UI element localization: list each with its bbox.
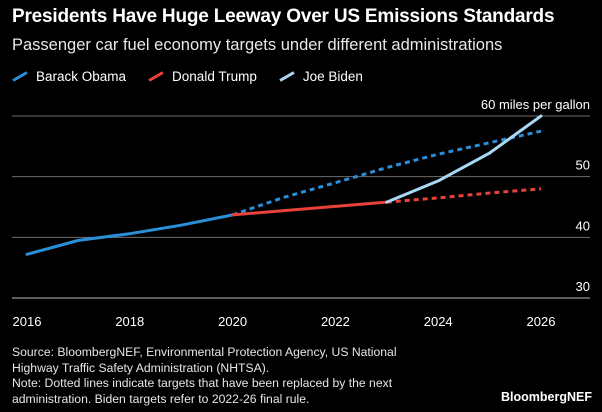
x-tick-label: 2020 — [218, 314, 247, 329]
series-line-barack-obama-dotted — [232, 129, 542, 217]
y-tick-label: 40 — [576, 218, 590, 233]
brand-logo: BloombergNEF — [501, 390, 592, 404]
source-line-1: Source: BloombergNEF, Environmental Prot… — [12, 345, 397, 359]
source-line-2: Highway Traffic Safety Administration (N… — [12, 360, 270, 375]
x-tick-label: 2022 — [321, 314, 350, 329]
legend-label-obama: Barack Obama — [36, 69, 127, 84]
y-tick-label: 50 — [576, 158, 590, 173]
legend-item-trump: Donald Trump — [148, 69, 257, 84]
chart-title: Presidents Have Huge Leeway Over US Emis… — [12, 6, 555, 27]
legend-item-obama: Barack Obama — [12, 69, 126, 84]
x-tick-label: 2024 — [424, 314, 453, 329]
series-line-donald-trump-dotted — [386, 187, 542, 204]
x-tick-label: 2016 — [13, 314, 42, 329]
series-line-joe-biden-solid — [385, 114, 543, 204]
tick-layer: 30 40 50 60 miles per gallon 2016 2018 2020 202… — [13, 97, 590, 329]
chart-subtitle: Passenger car fuel economy targets under… — [12, 36, 503, 54]
series-line-donald-trump-solid — [231, 200, 389, 217]
source-note: Source: BloombergNEF, Environmental Prot… — [12, 345, 492, 407]
legend-item-biden: Joe Biden — [279, 69, 363, 84]
y-tick-label: 60 miles per gallon — [481, 97, 590, 112]
series-line-barack-obama-solid — [25, 213, 235, 256]
y-tick-label: 30 — [576, 279, 590, 294]
legend-label-biden: Joe Biden — [302, 69, 363, 84]
x-tick-label: 2018 — [115, 314, 144, 329]
series-layer — [25, 114, 543, 256]
note-line-1: Note: Dotted lines indicate targets that… — [12, 376, 393, 390]
chart-legend: Barack Obama Donald Trump Joe Biden — [12, 69, 363, 84]
note-line-2: administration. Biden targets refer to 2… — [12, 391, 310, 406]
chart-plot: 30 40 50 60 miles per gallon 2016 2018 2020 202… — [12, 97, 590, 329]
legend-label-trump: Donald Trump — [172, 69, 257, 84]
x-tick-label: 2026 — [527, 314, 556, 329]
grid-layer — [12, 115, 590, 299]
